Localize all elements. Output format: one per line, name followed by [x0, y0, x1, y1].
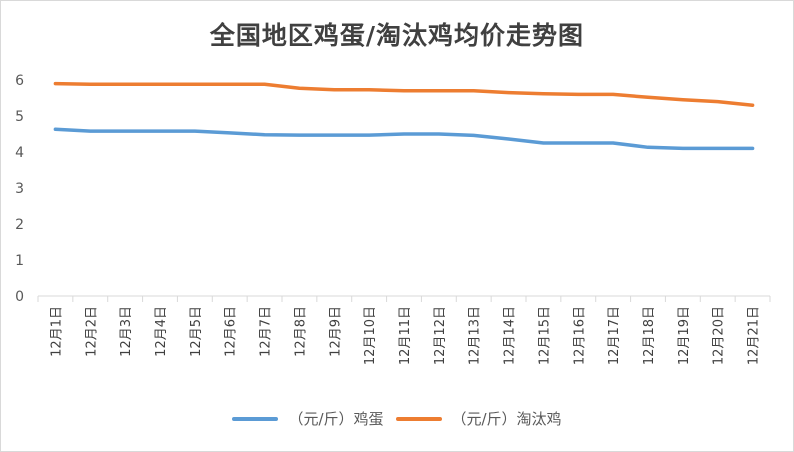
x-tick-label: 12月16日 — [572, 306, 587, 365]
x-tick-label: 12月13日 — [468, 306, 483, 365]
legend-item-egg: （元/斤）鸡蛋 — [232, 408, 384, 429]
x-tick-label: 12月9日 — [328, 306, 343, 357]
x-tick-label: 12月21日 — [747, 306, 762, 365]
chart-title: 全国地区鸡蛋/淘汰鸡均价走势图 — [209, 21, 585, 50]
y-tick-label: 6 — [15, 73, 24, 89]
x-tick-label: 12月18日 — [642, 306, 657, 365]
x-tick-label: 12月2日 — [84, 306, 99, 357]
x-tick-label: 12月17日 — [607, 306, 622, 365]
y-tick-label: 2 — [15, 217, 24, 233]
y-tick-label: 5 — [15, 109, 24, 125]
x-tick-label: 12月4日 — [154, 306, 169, 357]
x-tick-label: 12月6日 — [224, 306, 239, 357]
y-tick-label: 0 — [15, 289, 24, 305]
y-tick-label: 4 — [15, 145, 24, 161]
x-tick-label: 12月12日 — [433, 306, 448, 365]
x-tick-label: 12月1日 — [49, 306, 64, 357]
x-tick-label: 12月5日 — [189, 306, 204, 357]
legend-label-egg: （元/斤）鸡蛋 — [288, 410, 384, 428]
x-tick-label: 12月10日 — [363, 306, 378, 365]
x-tick-label: 12月14日 — [503, 306, 518, 365]
x-tick-label: 12月19日 — [677, 306, 692, 365]
legend: （元/斤）鸡蛋 （元/斤）淘汰鸡 — [0, 408, 794, 429]
x-tick-label: 12月11日 — [398, 306, 413, 365]
x-tick-label: 12月3日 — [119, 306, 134, 357]
legend-swatch-culled-hen — [395, 416, 442, 421]
y-tick-label: 1 — [15, 253, 24, 269]
axes: 0 1 2 3 4 5 6 12月1日 12月2日 12月3日 12月4日 12月5日 12月6日 12月… — [15, 73, 771, 365]
series-line-culled-hen — [53, 81, 755, 107]
x-tick-label: 12月7日 — [259, 306, 274, 357]
x-tick-label: 12月20日 — [712, 306, 727, 365]
legend-label-culled-hen: （元/斤）淘汰鸡 — [451, 410, 562, 428]
x-tick-label: 12月8日 — [293, 306, 308, 357]
y-tick-label: 3 — [15, 181, 24, 197]
legend-swatch-egg — [232, 416, 279, 421]
legend-item-culled-hen: （元/斤）淘汰鸡 — [395, 408, 562, 429]
series-lines — [53, 81, 755, 151]
x-tick-label: 12月15日 — [537, 306, 552, 365]
series-line-egg — [53, 127, 755, 151]
